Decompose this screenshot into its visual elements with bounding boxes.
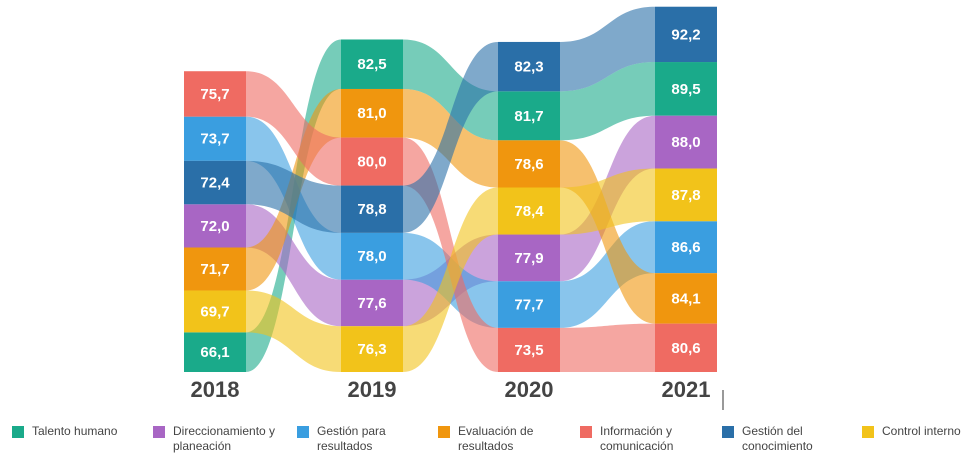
chart: 66,1 82,5 81,7 89,5 72,0 77,6 77,9 88,0 73,7 78,0… [184, 6, 724, 410]
legend-label: Evaluación de resultados [458, 424, 534, 453]
value-label: 78,8 [357, 201, 386, 218]
value-label: 66,1 [200, 344, 229, 361]
value-label: 81,0 [357, 105, 386, 122]
box [184, 204, 246, 248]
ribbon [560, 62, 655, 141]
box [341, 232, 403, 280]
legend-swatch [438, 426, 450, 438]
legend-item: Direccionamiento y planeación [153, 424, 288, 454]
legend-item: Información y comunicación [580, 424, 715, 454]
legend-item: Talento humano [12, 424, 147, 439]
legend-item: Evaluación de resultados [438, 424, 573, 454]
value-label: 69,7 [200, 303, 229, 320]
value-label: 78,0 [357, 248, 386, 265]
box [184, 290, 246, 333]
legend: Talento humano Direccionamiento y planeac… [0, 424, 967, 455]
legend-swatch [297, 426, 309, 438]
legend-label: Gestión del conocimiento [742, 424, 813, 453]
value-label: 77,7 [514, 297, 543, 314]
box [655, 62, 717, 116]
value-label: 80,6 [671, 340, 700, 357]
ribbon [403, 39, 498, 141]
value-label: 89,5 [671, 81, 700, 98]
value-label: 77,6 [357, 295, 386, 312]
box [655, 273, 717, 324]
ribbon [560, 6, 655, 92]
value-label: 80,0 [357, 154, 386, 171]
value-label: 72,4 [200, 175, 230, 192]
legend-label: Gestión para resultados [317, 424, 386, 453]
x-tick-label: 2020 [505, 377, 554, 402]
ribbon [246, 71, 341, 186]
value-label: 87,8 [671, 187, 700, 204]
box [498, 327, 560, 372]
value-label: 78,6 [514, 156, 543, 173]
value-label: 78,4 [514, 203, 544, 220]
ribbon [560, 323, 655, 372]
value-label: 77,9 [514, 250, 543, 267]
value-label: 88,0 [671, 134, 700, 151]
ribbon [560, 168, 655, 235]
box [184, 160, 246, 205]
value-label: 72,0 [200, 218, 229, 235]
box [655, 323, 717, 372]
box [184, 247, 246, 291]
box [341, 88, 403, 138]
box [655, 168, 717, 222]
ribbon [246, 160, 341, 233]
value-label: 82,3 [514, 59, 543, 76]
legend-item: Gestión para resultados [297, 424, 432, 454]
ribbon [403, 187, 498, 372]
x-tick-label: 2018 [191, 377, 240, 402]
ribbon [246, 290, 341, 372]
box [655, 6, 717, 63]
legend-label: Información y comunicación [600, 424, 674, 453]
box [184, 332, 246, 372]
box [341, 279, 403, 327]
box [341, 39, 403, 89]
box [341, 326, 403, 372]
value-label: 81,7 [514, 108, 543, 125]
box [498, 234, 560, 282]
box [341, 137, 403, 186]
box [498, 41, 560, 92]
x-tick-label: 2019 [348, 377, 397, 402]
value-label: 84,1 [671, 290, 700, 307]
legend-label: Control interno [882, 424, 961, 438]
value-label: 76,3 [357, 341, 386, 358]
ribbon [403, 41, 498, 233]
value-label: 75,7 [200, 86, 229, 103]
legend-label: Talento humano [32, 424, 118, 438]
value-label: 73,7 [200, 131, 229, 148]
value-label: 71,7 [200, 261, 229, 278]
value-label: 73,5 [514, 342, 543, 359]
box [498, 91, 560, 141]
box [498, 281, 560, 328]
box [498, 140, 560, 188]
ribbon [560, 221, 655, 328]
value-label: 82,5 [357, 56, 386, 73]
box [498, 187, 560, 235]
box [341, 185, 403, 233]
legend-swatch [580, 426, 592, 438]
legend-label: Direccionamiento y planeación [173, 424, 276, 453]
box [184, 116, 246, 161]
legend-swatch [722, 426, 734, 438]
legend-item: Control interno [862, 424, 967, 439]
legend-swatch [12, 426, 24, 438]
legend-swatch [153, 426, 165, 438]
legend-swatch [862, 426, 874, 438]
box [655, 115, 717, 169]
x-tick-label: 2021 [662, 377, 711, 402]
box [184, 71, 246, 117]
value-label: 86,6 [671, 239, 700, 256]
value-label: 92,2 [671, 26, 700, 43]
box [655, 221, 717, 274]
legend-item: Gestión del conocimiento [722, 424, 857, 454]
